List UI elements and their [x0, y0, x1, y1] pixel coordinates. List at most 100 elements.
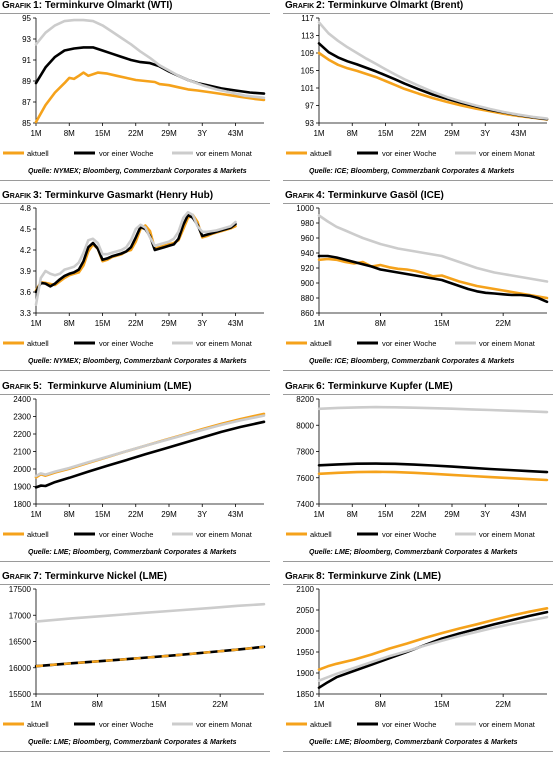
y-tick-label: 3.6: [20, 288, 32, 297]
chart-title-prefix: Grafik: [2, 190, 32, 201]
legend-label-aktuell: aktuell: [310, 339, 332, 348]
legend-label-aktuell: aktuell: [27, 530, 49, 539]
chart-title-number: 2:: [316, 0, 326, 11]
series-line-aktuell: [35, 645, 265, 668]
y-tick-label: 960: [301, 234, 315, 243]
series-line-monat: [317, 214, 549, 283]
y-tick-label: 1900: [13, 483, 31, 492]
x-tick-label: 29M: [444, 129, 460, 138]
y-tick-label: 920: [301, 264, 315, 273]
source-note: Quelle: NYMEX; Bloomberg, Commerzbank Co…: [28, 358, 247, 365]
x-tick-label: 43M: [228, 319, 244, 328]
x-tick-label: 22M: [411, 129, 427, 138]
chart-title-prefix: Grafik: [2, 0, 32, 11]
title-divider: [283, 394, 553, 395]
x-tick-label: 1M: [30, 510, 41, 519]
y-tick-label: 113: [301, 32, 314, 41]
line-chart: 15500 16000 16500 17000 17500 1M 8M 15M 22M aktue…: [3, 585, 266, 729]
line-chart: 1850 1900 1950 2000 2050 2100 1M 8M 15M 22M aktuel…: [286, 585, 549, 729]
x-tick-label: 29M: [161, 510, 177, 519]
title-divider: [283, 584, 553, 585]
y-tick-label: 2100: [296, 585, 314, 594]
chart-title-number: 6:: [316, 381, 326, 392]
y-tick-label: 2400: [13, 395, 31, 404]
series-line-aktuell: [34, 71, 266, 124]
y-tick-label: 2000: [296, 627, 314, 636]
y-tick-label: 87: [22, 98, 31, 107]
legend-label-woche: vor einer Woche: [99, 720, 153, 729]
x-tick-label: 1M: [30, 700, 41, 709]
line-chart: 85 87 89 91 93 95 1M 8M 15M 22M 29M 3Y 43M aktuell vor…: [3, 14, 266, 158]
y-tick-label: 85: [22, 119, 31, 128]
y-tick-label: 109: [301, 49, 315, 58]
legend-label-aktuell: aktuell: [310, 530, 332, 539]
legend-label-monat: vor einem Monat: [196, 530, 253, 539]
chart-title-prefix: Grafik: [2, 571, 32, 582]
y-tick-label: 1000: [296, 204, 314, 213]
chart-title-prefix: Grafik: [285, 0, 315, 11]
x-tick-label: 15M: [95, 319, 111, 328]
x-tick-label: 1M: [30, 129, 41, 138]
y-tick-label: 4.5: [20, 225, 32, 234]
series-line-woche: [34, 420, 266, 489]
source-note: Quelle: LME; Bloomberg, Commerzbank Corp…: [28, 549, 237, 556]
series-line-woche: [34, 46, 266, 95]
x-tick-label: 8M: [64, 319, 75, 328]
y-tick-label: 7800: [296, 448, 314, 457]
x-tick-label: 22M: [128, 510, 144, 519]
chart-title-text: Terminkurve Kupfer (LME): [325, 381, 453, 392]
legend-label-monat: vor einem Monat: [196, 339, 253, 348]
source-note: Quelle: ICE; Bloomberg, Commerzbank Corp…: [309, 168, 515, 175]
x-tick-label: 8M: [375, 319, 386, 328]
y-tick-label: 4.8: [20, 204, 32, 213]
x-tick-label: 29M: [444, 510, 460, 519]
x-tick-label: 3Y: [197, 510, 207, 519]
x-tick-label: 15M: [434, 319, 450, 328]
y-tick-label: 8000: [296, 421, 314, 430]
y-tick-label: 7600: [296, 474, 314, 483]
chart-title-prefix: Grafik: [285, 190, 315, 201]
series-line-aktuell: [317, 607, 549, 671]
source-divider: [0, 370, 270, 371]
x-tick-label: 3Y: [480, 129, 490, 138]
title-divider: [0, 203, 270, 204]
series-line-woche: [34, 213, 237, 294]
x-tick-label: 8M: [347, 129, 358, 138]
chart-title-text: Terminkurve Ölmarkt (WTI): [42, 0, 173, 11]
y-tick-label: 2050: [296, 606, 314, 615]
line-chart: 93 97 101 105 109 113 117 1M 8M 15M 22M 29M 3Y 43M akt…: [286, 14, 549, 158]
source-divider: [283, 370, 553, 371]
legend-label-monat: vor einem Monat: [196, 149, 253, 158]
chart-title-number: 7:: [33, 571, 43, 582]
y-tick-label: 3.3: [20, 309, 32, 318]
legend-label-woche: vor einer Woche: [382, 720, 436, 729]
x-tick-label: 8M: [64, 510, 75, 519]
series-line-aktuell: [34, 213, 237, 292]
source-divider: [283, 180, 553, 181]
legend-label-aktuell: aktuell: [310, 149, 332, 158]
y-tick-label: 2000: [13, 465, 31, 474]
x-tick-label: 22M: [411, 510, 427, 519]
series-line-monat: [317, 21, 549, 120]
title-divider: [0, 584, 270, 585]
chart-title-text: Terminkurve Ölmarkt (Brent): [325, 0, 464, 11]
chart-panel-2: Grafik 2: Terminkurve Ölmarkt (Brent) 93 97…: [283, 0, 553, 186]
x-tick-label: 22M: [495, 319, 511, 328]
legend-label-monat: vor einem Monat: [479, 339, 536, 348]
chart-panel-3: Grafik 3: Terminkurve Gasmarkt (Henry Hub…: [0, 190, 270, 376]
series-line-monat: [34, 210, 237, 306]
x-tick-label: 15M: [434, 700, 450, 709]
legend-label-woche: vor einer Woche: [99, 339, 153, 348]
y-tick-label: 101: [301, 84, 315, 93]
source-divider: [0, 561, 270, 562]
series-line-monat: [34, 414, 266, 478]
legend-label-monat: vor einem Monat: [479, 149, 536, 158]
chart-panel-1: Grafik 1: Terminkurve Ölmarkt (WTI) 85 87 89…: [0, 0, 270, 186]
y-tick-label: 17000: [9, 611, 32, 620]
chart-title-number: 8:: [316, 571, 326, 582]
chart-title: Grafik 7: Terminkurve Nickel (LME): [2, 571, 167, 582]
legend-label-monat: vor einem Monat: [479, 720, 536, 729]
source-note: Quelle: NYMEX; Bloomberg, Commerzbank Co…: [28, 168, 247, 175]
series-line-monat: [317, 615, 549, 682]
line-chart: 7400 7600 7800 8000 8200 1M 8M 15M 22M 29M 3Y 43M ak…: [286, 395, 549, 539]
